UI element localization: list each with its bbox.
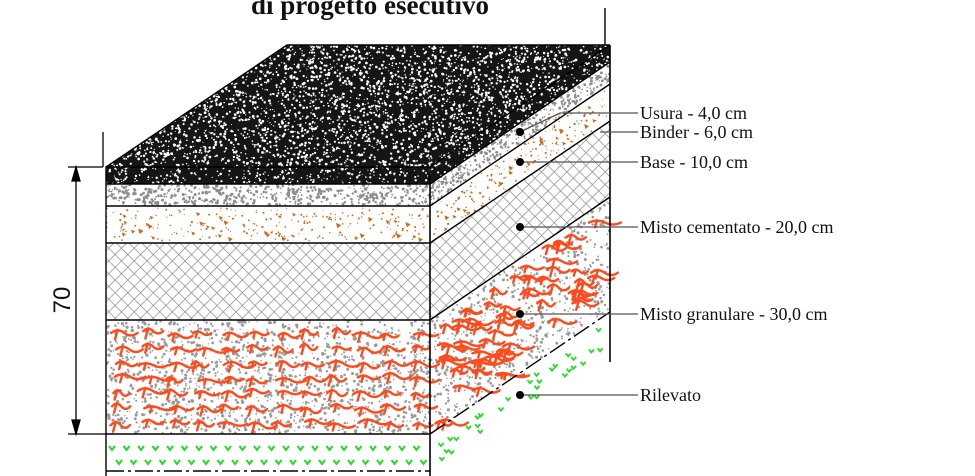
dimension-line bbox=[68, 132, 106, 437]
base-front-face bbox=[106, 206, 430, 243]
legend-leaders bbox=[519, 112, 638, 396]
label-misto-granulare: Misto granulare - 30,0 cm bbox=[640, 304, 827, 324]
section-outlines bbox=[105, 44, 611, 476]
base-texture bbox=[105, 90, 611, 243]
dimension-label: 70 bbox=[49, 287, 76, 314]
label-usura: Usura - 4,0 cm bbox=[640, 103, 747, 123]
binder-texture bbox=[105, 64, 611, 207]
label-misto-cementato: Misto cementato - 20,0 cm bbox=[640, 217, 833, 237]
usura-side-face bbox=[430, 45, 610, 184]
label-base: Base - 10,0 cm bbox=[640, 152, 748, 172]
drawing-title: di progetto esecutivo bbox=[251, 0, 489, 20]
granulare-texture bbox=[105, 201, 623, 435]
label-rilevato: Rilevato bbox=[640, 385, 701, 405]
rilevato-texture bbox=[108, 327, 604, 466]
legend-dots bbox=[516, 128, 524, 399]
label-binder: Binder - 6,0 cm bbox=[640, 122, 753, 142]
rilevato-front-face bbox=[106, 434, 430, 476]
material-textures bbox=[104, 43, 623, 466]
